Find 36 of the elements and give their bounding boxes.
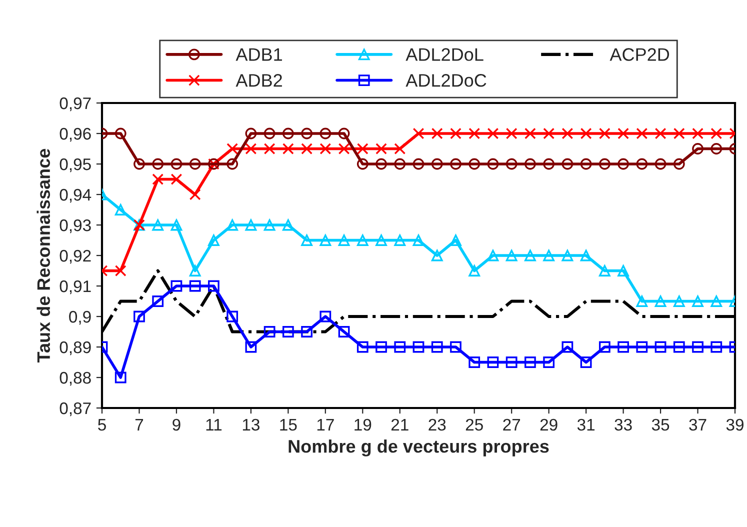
y-tick-label: 0,87 [60,402,91,416]
y-axis-title: Taux de Reconnaissance [36,148,50,362]
y-tick-label: 0,94 [60,188,92,203]
y-tick-label: 0,9 [69,310,91,325]
x-tick-label: 21 [391,418,408,430]
x-axis-title: Nombre g de vecteurs propres [288,440,549,456]
y-tick-label: 0,95 [60,158,91,172]
y-tick-label: 0,88 [60,372,91,386]
legend-label: ADB1 [236,48,282,61]
y-tick-label: 0,91 [60,280,91,294]
x-tick-label: 9 [172,418,180,431]
y-tick-label: 0,96 [60,128,91,142]
x-tick-label: 13 [242,418,260,431]
x-tick-label: 17 [317,419,334,430]
x-tick-label: 27 [503,418,520,430]
legend-label: ADB2 [236,74,282,87]
y-tick-label: 0,97 [60,97,91,112]
x-tick-label: 39 [726,418,744,431]
x-tick-label: 15 [280,419,297,431]
x-tick-label: 7 [135,419,144,430]
x-tick-label: 29 [540,418,558,431]
x-tick-label: 19 [354,418,372,431]
x-tick-label: 35 [652,418,670,431]
y-tick-label: 0,93 [60,219,91,234]
x-tick-label: 5 [98,419,106,431]
x-tick-label: 23 [428,418,446,431]
x-tick-label: 25 [466,418,483,431]
x-tick-label: 31 [577,418,595,431]
x-tick-label: 37 [689,418,706,431]
x-tick-label: 11 [206,419,222,430]
legend-label: ADL2DoL [406,48,484,61]
y-tick-label: 0,89 [60,341,91,356]
y-tick-label: 0,92 [60,250,91,264]
legend-label: ACP2D [610,48,670,61]
x-tick-label: 33 [614,418,632,431]
legend-label: ADL2DoC [406,74,486,87]
